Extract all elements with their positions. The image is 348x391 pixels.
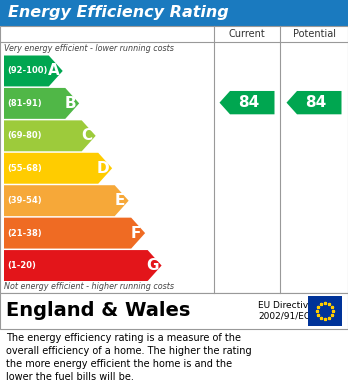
Text: overall efficiency of a home. The higher the rating: overall efficiency of a home. The higher… — [6, 346, 252, 356]
Text: 84: 84 — [305, 95, 326, 110]
Polygon shape — [4, 120, 96, 151]
Text: Very energy efficient - lower running costs: Very energy efficient - lower running co… — [4, 44, 174, 53]
Text: Energy Efficiency Rating: Energy Efficiency Rating — [8, 5, 229, 20]
Polygon shape — [220, 91, 275, 114]
Text: the more energy efficient the home is and the: the more energy efficient the home is an… — [6, 359, 232, 369]
Text: F: F — [131, 226, 141, 240]
Text: D: D — [97, 161, 109, 176]
Bar — [0, 293, 348, 329]
Text: (21-38): (21-38) — [7, 229, 42, 238]
Text: lower the fuel bills will be.: lower the fuel bills will be. — [6, 372, 134, 382]
Bar — [0, 26, 348, 293]
Polygon shape — [4, 56, 63, 86]
Text: Current: Current — [229, 29, 266, 39]
Text: 84: 84 — [238, 95, 259, 110]
Text: A: A — [48, 63, 60, 79]
Text: E: E — [114, 193, 125, 208]
Text: EU Directive: EU Directive — [258, 301, 314, 310]
Text: (92-100): (92-100) — [7, 66, 47, 75]
Bar — [0, 0, 348, 26]
Text: (1-20): (1-20) — [7, 261, 36, 270]
Text: The energy efficiency rating is a measure of the: The energy efficiency rating is a measur… — [6, 333, 241, 343]
Polygon shape — [4, 185, 129, 216]
Text: (81-91): (81-91) — [7, 99, 42, 108]
Text: 2002/91/EC: 2002/91/EC — [258, 312, 310, 321]
Bar — [308, 296, 342, 326]
Text: B: B — [64, 96, 76, 111]
Text: (55-68): (55-68) — [7, 164, 42, 173]
Text: C: C — [81, 128, 92, 143]
Text: Potential: Potential — [293, 29, 335, 39]
Polygon shape — [4, 218, 145, 249]
Text: G: G — [146, 258, 159, 273]
Polygon shape — [4, 88, 79, 119]
Text: (39-54): (39-54) — [7, 196, 42, 205]
Text: England & Wales: England & Wales — [6, 301, 190, 321]
Text: (69-80): (69-80) — [7, 131, 41, 140]
Polygon shape — [4, 250, 161, 281]
Text: Not energy efficient - higher running costs: Not energy efficient - higher running co… — [4, 282, 174, 291]
Polygon shape — [4, 153, 112, 184]
Polygon shape — [286, 91, 341, 114]
